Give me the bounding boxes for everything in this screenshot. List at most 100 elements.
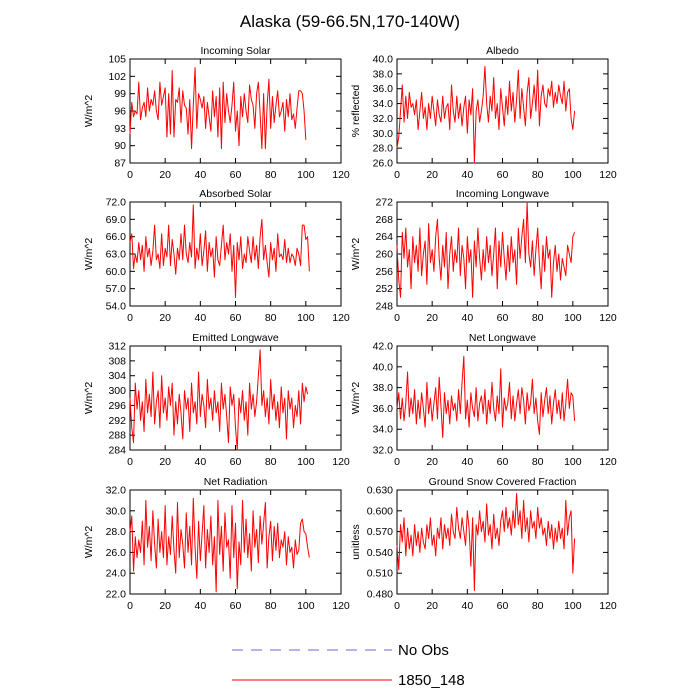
series-line-1850-148 [396,201,576,298]
series-line-1850-148 [396,492,576,592]
x-tick-label: 100 [297,600,315,612]
y-tick-label: 30.0 [106,505,127,517]
x-tick-label: 40 [194,169,206,181]
y-axis-label: % reflected [350,85,362,138]
x-tick-label: 20 [159,312,171,324]
x-tick-label: 80 [532,169,544,181]
y-tick-label: 105 [108,54,126,66]
y-tick-label: 24.0 [106,568,127,580]
x-tick-label: 60 [230,600,242,612]
x-tick-label: 0 [127,600,133,612]
y-axis-label: W/m^2 [83,95,95,128]
series-line-1850-148 [129,204,310,298]
series-line-1850-148 [396,355,576,439]
y-tick-label: 268 [375,214,393,226]
y-tick-label: 90 [114,140,126,152]
y-tick-label: 304 [108,370,126,382]
x-tick-label: 100 [564,169,582,181]
x-tick-label: 20 [159,600,171,612]
y-axis-label: W/m^2 [350,382,362,415]
x-tick-label: 100 [564,312,582,324]
y-tick-label: 40.0 [373,361,394,373]
y-tick-label: 0.480 [367,589,393,601]
plot-frame [129,58,342,164]
x-tick-label: 80 [265,169,277,181]
y-tick-label: 69.0 [106,214,127,226]
y-tick-label: 57.0 [106,283,127,295]
panel-title: Net Longwave [469,332,536,344]
x-tick-label: 120 [332,456,350,468]
plot-frame [396,489,609,595]
y-tick-label: 102 [108,71,126,83]
legend-label-1850-148: 1850_148 [398,672,465,689]
y-tick-label: 0.510 [367,568,393,580]
x-tick-label: 120 [332,312,350,324]
y-tick-label: 63.0 [106,249,127,261]
y-tick-label: 40.0 [373,54,394,66]
x-tick-label: 0 [127,312,133,324]
x-tick-label: 60 [230,169,242,181]
x-tick-label: 120 [332,169,350,181]
y-tick-label: 0.630 [367,485,393,497]
x-tick-label: 80 [532,600,544,612]
y-tick-label: 93 [114,123,126,135]
x-tick-label: 40 [461,456,473,468]
y-tick-label: 22.0 [106,589,127,601]
y-tick-label: 66.0 [106,231,127,243]
y-tick-label: 312 [108,341,126,353]
y-tick-label: 296 [108,400,126,412]
x-tick-label: 120 [599,169,617,181]
y-axis-label: W/m^2 [83,526,95,559]
x-tick-label: 20 [426,169,438,181]
plot-frame [129,489,342,595]
series-line-1850-148 [129,67,307,150]
y-tick-label: 72.0 [106,197,127,209]
y-tick-label: 36.0 [373,83,394,95]
y-tick-label: 60.0 [106,266,127,278]
x-tick-label: 20 [426,600,438,612]
x-tick-label: 100 [564,456,582,468]
panel-title: Absorbed Solar [199,188,272,200]
panel-title: Incoming Longwave [456,188,550,200]
panel-albedo: Albedo % reflected 26.0 28.0 30.0 32.0 34.0 36.… [350,45,617,181]
y-tick-label: 32.0 [106,485,127,497]
panel-incoming-longwave: Incoming Longwave W/m^2 248 252 256 260 264 268… [350,188,617,324]
y-tick-label: 256 [375,266,393,278]
y-tick-label: 264 [375,231,393,243]
x-tick-label: 0 [394,456,400,468]
x-tick-label: 40 [194,312,206,324]
y-tick-label: 292 [108,415,126,427]
y-tick-label: 32.0 [373,445,394,457]
y-tick-label: 284 [108,445,126,457]
y-tick-label: 34.0 [373,424,394,436]
y-tick-label: 38.0 [373,68,394,80]
y-tick-label: 26.0 [373,158,394,170]
x-tick-label: 120 [599,600,617,612]
panel-emitted-longwave: Emitted Longwave W/m^2 284 288 292 296 300 304 3… [83,332,350,468]
y-tick-label: 0.540 [367,547,393,559]
plot-frame [129,345,342,451]
panel-net-longwave: Net Longwave W/m^2 32.0 34.0 36.0 38.0 40.0 42.… [350,332,617,468]
x-tick-label: 60 [497,312,509,324]
panel-net-radiation: Net Radiation W/m^2 22.0 24.0 26.0 28.0 30.0 32… [83,476,350,612]
x-tick-label: 120 [599,312,617,324]
y-tick-label: 30.0 [373,128,394,140]
y-tick-label: 288 [108,430,126,442]
x-tick-label: 0 [127,456,133,468]
x-tick-label: 0 [394,312,400,324]
legend-label-no-obs: No Obs [398,642,449,659]
y-tick-label: 260 [375,249,393,261]
x-tick-label: 100 [297,456,315,468]
x-tick-label: 0 [394,169,400,181]
x-tick-label: 40 [194,456,206,468]
x-tick-label: 100 [297,169,315,181]
y-tick-label: 54.0 [106,301,127,313]
x-tick-label: 20 [159,169,171,181]
x-tick-label: 20 [426,312,438,324]
x-tick-label: 120 [599,456,617,468]
y-tick-label: 34.0 [373,98,394,110]
y-axis-label: W/m^2 [350,238,362,271]
x-tick-label: 60 [497,169,509,181]
x-tick-label: 80 [265,312,277,324]
